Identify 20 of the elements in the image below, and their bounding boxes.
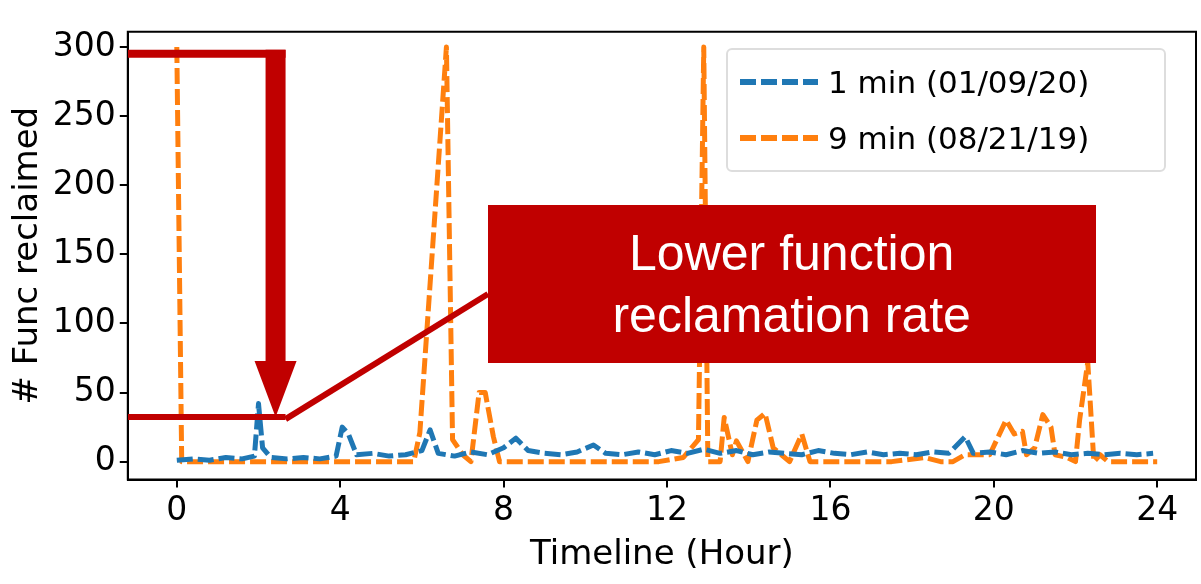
y-tick-label: 0: [94, 439, 116, 479]
y-tick-label: 250: [52, 93, 116, 133]
y-tick-label: 200: [52, 162, 116, 202]
y-tick-label: 300: [52, 24, 116, 64]
y-tick-label: 100: [52, 301, 116, 340]
x-axis-title: Timeline (Hour): [528, 532, 794, 573]
x-tick-label: 24: [1136, 488, 1179, 528]
y-axis-title: # Func reclaimed: [5, 106, 46, 405]
x-tick-label: 4: [329, 488, 351, 528]
x-tick-label: 16: [809, 488, 852, 528]
x-tick-label: 8: [493, 488, 515, 528]
callout-box: Lower function reclamation rate: [487, 204, 1096, 363]
y-tick-label: 50: [73, 370, 116, 410]
y-tick-label: 150: [52, 231, 116, 271]
x-tick-label: 12: [646, 488, 688, 528]
legend-label: 1 min (01/09/20): [828, 62, 1090, 102]
annotation: Lower function reclamation rate: [611, 223, 972, 345]
legend-label: 9 min (08/21/19): [828, 118, 1090, 158]
x-tick-label: 20: [972, 488, 1015, 528]
x-tick-label: 0: [166, 488, 188, 528]
